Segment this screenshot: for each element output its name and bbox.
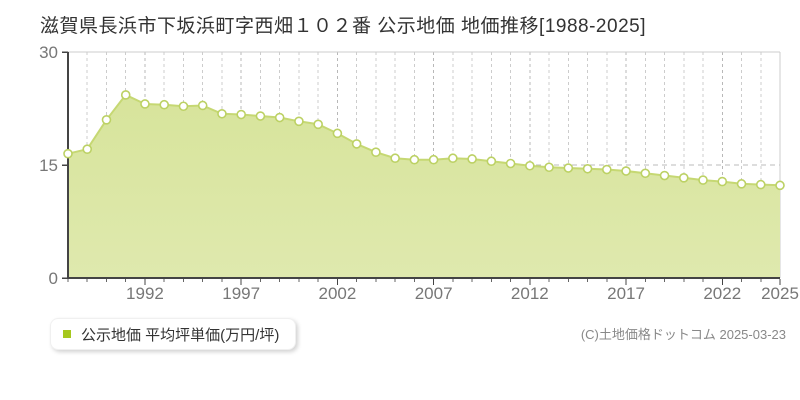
data-point [544, 162, 554, 173]
data-point [582, 163, 593, 174]
x-tick-label: 2002 [318, 284, 356, 303]
area-fill [68, 94, 780, 279]
data-point [255, 111, 266, 121]
data-point [775, 180, 785, 191]
data-point [717, 176, 728, 187]
data-point [755, 179, 766, 190]
copyright-text: (C)土地価格ドットコム 2025-03-23 [580, 327, 786, 342]
x-tick-label: 2025 [761, 284, 799, 303]
data-point [351, 139, 362, 149]
data-point [313, 119, 323, 130]
x-tick-label: 2012 [511, 284, 549, 303]
data-point [659, 170, 670, 181]
data-point [409, 154, 420, 165]
data-point [178, 101, 189, 112]
data-point [467, 154, 477, 164]
data-point [82, 144, 93, 154]
data-point [640, 168, 651, 179]
data-point [698, 175, 708, 185]
data-point [140, 99, 150, 109]
x-ticks: 1992 1997 2002 2007 2012 2017 2022 2025 [67, 279, 799, 303]
y-tick-label: 0 [49, 269, 58, 288]
data-point [505, 158, 516, 169]
data-point [294, 116, 304, 127]
data-point [428, 154, 439, 165]
data-point [236, 109, 246, 120]
data-point [332, 128, 343, 139]
x-tick-label: 2022 [703, 284, 741, 303]
data-point [63, 148, 73, 159]
data-point [621, 166, 631, 176]
data-point [448, 153, 458, 164]
y-ticks: 0 15 30 [39, 43, 68, 288]
y-tick-label: 30 [39, 43, 58, 62]
data-point [197, 100, 208, 111]
data-point [371, 147, 381, 157]
data-point [101, 115, 112, 125]
data-points [63, 90, 785, 191]
x-tick-label: 2007 [415, 284, 453, 303]
page-title: 滋賀県長浜市下坂浜町字西畑１０２番 公示地価 地価推移[1988-2025] [40, 16, 646, 37]
data-point [736, 179, 747, 189]
y-tick-label: 15 [39, 156, 58, 175]
data-point [525, 160, 535, 171]
x-tick-label: 1997 [222, 284, 260, 303]
data-point [563, 163, 574, 173]
data-point [390, 153, 400, 164]
data-point [274, 112, 285, 123]
legend: 公示地価 平均坪単価(万円/坪) [50, 318, 297, 350]
x-tick-label: 1992 [126, 284, 164, 303]
data-point [159, 99, 170, 110]
legend-label: 公示地価 平均坪単価(万円/坪) [81, 326, 280, 344]
data-point [602, 164, 612, 175]
data-point [486, 156, 497, 167]
data-point [217, 108, 227, 119]
legend-swatch-icon [63, 330, 71, 338]
x-tick-label: 2017 [607, 284, 645, 303]
data-point [120, 90, 131, 100]
data-point [678, 173, 689, 183]
